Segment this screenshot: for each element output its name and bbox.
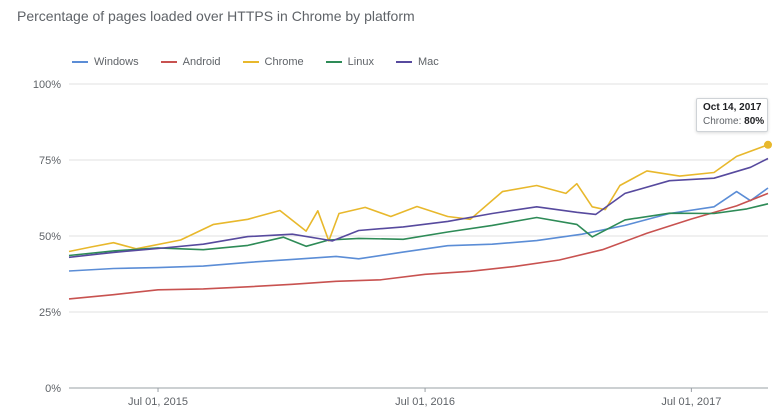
series-line-windows[interactable]	[68, 187, 769, 272]
legend-swatch-windows	[72, 61, 88, 63]
legend-swatch-linux	[325, 61, 342, 63]
legend-item-windows[interactable]: Windows	[72, 56, 139, 68]
legend-label-android: Android	[182, 56, 221, 68]
legend-label-linux: Linux	[347, 56, 374, 68]
legend-label-mac: Mac	[417, 56, 439, 68]
legend-swatch-chrome	[242, 61, 259, 63]
legend: Windows Android Chrome Linux Mac	[72, 56, 461, 68]
y-tick-label: 100%	[33, 79, 61, 91]
legend-item-chrome[interactable]: Chrome	[242, 56, 304, 68]
y-tick-label: 25%	[39, 307, 61, 319]
highlight-point[interactable]	[764, 140, 772, 149]
tooltip-date: Oct 14, 2017	[703, 102, 762, 113]
y-tick-label: 50%	[39, 231, 61, 243]
legend-item-mac[interactable]: Mac	[395, 56, 439, 68]
tooltip-series-label: Chrome:	[703, 116, 742, 127]
chart-tooltip: Oct 14, 2017 Chrome: 80%	[696, 98, 768, 132]
series-line-linux[interactable]	[68, 203, 769, 257]
y-tick-label: 75%	[39, 155, 61, 167]
legend-swatch-mac	[395, 61, 412, 63]
legend-swatch-android	[160, 61, 177, 63]
legend-item-linux[interactable]: Linux	[325, 56, 374, 68]
y-tick-label: 0%	[45, 383, 61, 395]
x-tick-label: Jul 01, 2015	[128, 396, 188, 408]
series-line-android[interactable]	[68, 192, 769, 300]
legend-label-chrome: Chrome	[264, 56, 304, 68]
series-line-chrome[interactable]	[68, 144, 769, 253]
tooltip-row: Chrome: 80%	[703, 115, 767, 129]
legend-item-android[interactable]: Android	[160, 56, 221, 68]
tooltip-value: 80%	[744, 116, 765, 127]
chart-title: Percentage of pages loaded over HTTPS in…	[17, 8, 415, 24]
legend-label-windows: Windows	[94, 56, 139, 68]
x-tick-label: Jul 01, 2016	[395, 396, 455, 408]
series-line-mac[interactable]	[68, 157, 769, 259]
x-tick-label: Jul 01, 2017	[661, 396, 721, 408]
